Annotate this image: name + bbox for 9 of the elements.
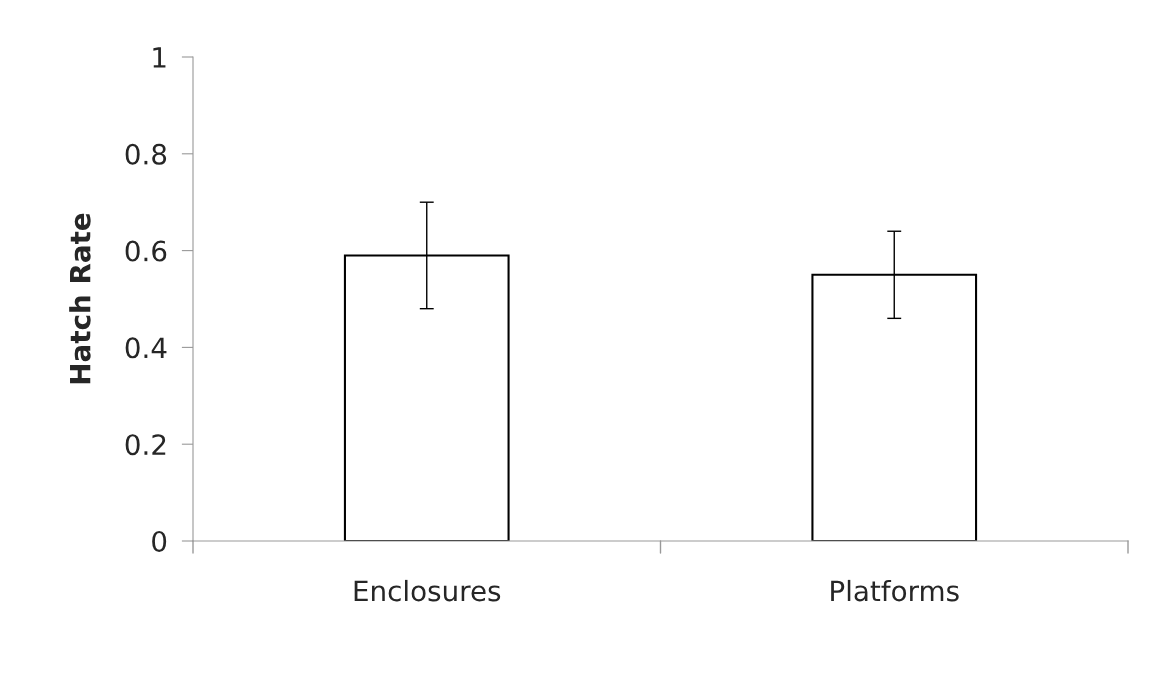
y-tick-label: 0.2 bbox=[125, 434, 166, 456]
y-tick-label: 1 bbox=[153, 47, 166, 68]
x-tick-label: Enclosures bbox=[354, 579, 501, 602]
y-tick-label: 0.6 bbox=[125, 240, 167, 262]
y-tick-label: 0.8 bbox=[125, 143, 167, 165]
y-tick-label: 0 bbox=[152, 530, 167, 552]
y-tick-label: 0.4 bbox=[125, 337, 167, 359]
x-tick-label: Platforms bbox=[831, 579, 959, 602]
y-axis-title: Hatch Rate bbox=[69, 213, 91, 384]
